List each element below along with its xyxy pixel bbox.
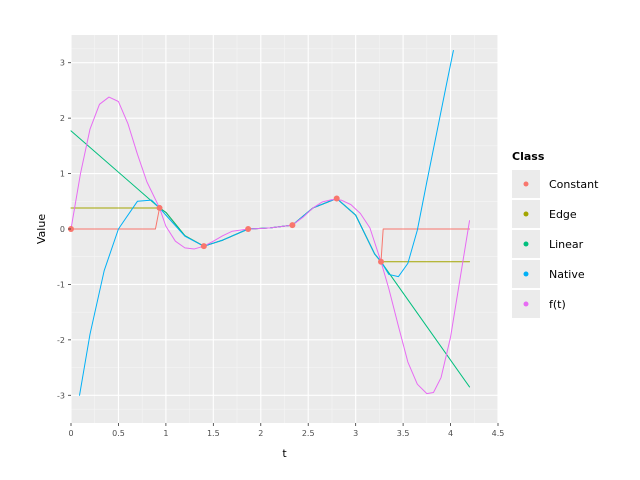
data-points <box>68 195 385 265</box>
grid-minor <box>71 35 498 423</box>
legend-label: Native <box>549 268 585 281</box>
x-tick-label: 0.5 <box>112 429 125 438</box>
x-axis-ticks: 0 0.5 1 1.5 2 2.5 3 3.5 4 4.5 <box>68 423 504 438</box>
legend-label: Edge <box>549 208 577 221</box>
legend-key-dot <box>523 271 529 277</box>
x-tick-label: 2.5 <box>302 429 315 438</box>
x-tick-label: 4 <box>448 429 453 438</box>
legend-item: Native <box>512 260 585 288</box>
x-tick-label: 2 <box>258 429 263 438</box>
y-tick-label: 2 <box>60 114 65 123</box>
y-tick-label: -1 <box>57 280 65 289</box>
x-axis-title: t <box>282 447 287 460</box>
legend-key-dot <box>523 301 529 307</box>
legend-item: f(t) <box>512 290 566 318</box>
x-tick-label: 4.5 <box>492 429 505 438</box>
legend-key-dot <box>523 211 529 217</box>
legend-label: Linear <box>549 238 584 251</box>
y-tick-label: 1 <box>60 170 65 179</box>
legend-label: f(t) <box>549 298 566 311</box>
legend-label: Constant <box>549 178 599 191</box>
y-axis-ticks: -3 -2 -1 0 1 2 3 <box>57 59 71 400</box>
x-tick-label: 3 <box>353 429 358 438</box>
data-point <box>245 226 252 232</box>
series-line-f-t <box>70 96 471 395</box>
y-tick-label: 0 <box>60 225 65 234</box>
x-tick-label: 3.5 <box>397 429 410 438</box>
y-axis-title: Value <box>35 214 48 244</box>
legend-key-dot <box>523 181 529 187</box>
legend: Class Constant Edge Linear Native f(t) <box>512 150 599 318</box>
data-point <box>378 258 385 265</box>
grid-major <box>70 35 499 423</box>
series-lines <box>70 50 471 396</box>
data-point <box>289 222 296 229</box>
x-tick-label: 0 <box>68 429 73 438</box>
data-point <box>156 204 163 211</box>
data-point <box>200 243 207 250</box>
y-tick-label: 3 <box>60 59 65 68</box>
y-tick-label: -2 <box>57 336 65 345</box>
legend-item: Constant <box>512 170 599 198</box>
data-point <box>333 195 340 202</box>
legend-key-dot <box>523 241 529 247</box>
x-tick-label: 1 <box>163 429 168 438</box>
legend-item: Edge <box>512 200 577 228</box>
y-tick-label: -3 <box>57 391 65 400</box>
legend-title: Class <box>512 150 545 163</box>
legend-item: Linear <box>512 230 584 258</box>
x-tick-label: 1.5 <box>207 429 220 438</box>
